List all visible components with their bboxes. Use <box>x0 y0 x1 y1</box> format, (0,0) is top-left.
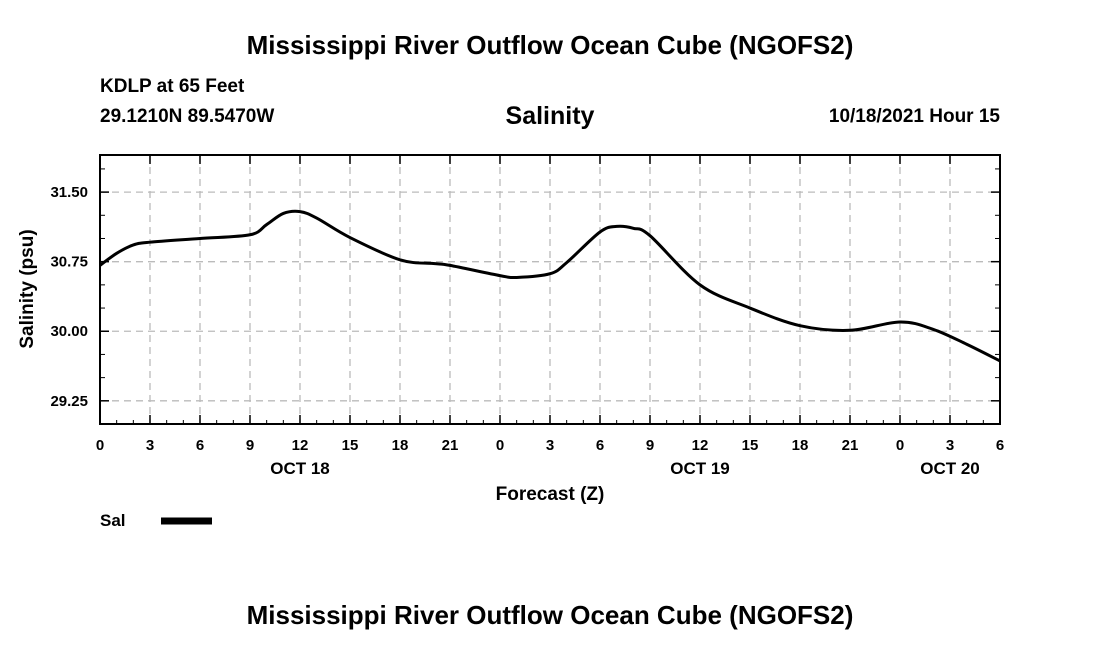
y-tick-label: 29.25 <box>50 393 88 410</box>
x-tick-label: 12 <box>292 437 309 454</box>
x-tick-label: 21 <box>842 437 859 454</box>
x-tick-label: 9 <box>246 437 254 454</box>
legend-label: Sal <box>100 511 126 530</box>
x-tick-label: 6 <box>196 437 204 454</box>
y-tick-label: 30.75 <box>50 254 88 271</box>
x-tick-label: 0 <box>896 437 904 454</box>
variable-title: Salinity <box>506 102 595 130</box>
x-tick-label: 0 <box>96 437 104 454</box>
forecast-datetime: 10/18/2021 Hour 15 <box>828 106 1000 127</box>
salinity-series-line <box>99 209 1001 363</box>
axes-layer: 0 3 6 9 12 15 18 21 0 3 6 9 12 15 18 21 0 3 6 OCT 18 OCT 19 O… <box>50 155 1004 478</box>
x-tick-label: 6 <box>996 437 1004 454</box>
x-tick-label: 6 <box>596 437 604 454</box>
x-tick-label: 15 <box>742 437 759 454</box>
station-label: KDLP at 65 Feet <box>100 76 245 97</box>
x-date-label: OCT 19 <box>670 459 730 478</box>
y-tick-label: 31.50 <box>50 184 88 201</box>
x-tick-label: 21 <box>442 437 459 454</box>
x-tick-label: 12 <box>692 437 709 454</box>
series-layer <box>99 209 1001 363</box>
x-tick-label: 3 <box>146 437 154 454</box>
y-tick-label: 30.00 <box>50 323 88 340</box>
x-axis-label: Forecast (Z) <box>496 484 605 505</box>
x-tick-label: 15 <box>342 437 359 454</box>
footer-title: Mississippi River Outflow Ocean Cube (NG… <box>246 600 854 630</box>
grid-lines <box>100 155 1000 424</box>
x-date-label: OCT 20 <box>920 459 980 478</box>
x-date-label: OCT 18 <box>270 459 330 478</box>
y-axis-label: Salinity (psu) <box>17 229 38 348</box>
station-coords: 29.1210N 89.5470W <box>100 106 275 127</box>
x-tick-label: 0 <box>496 437 504 454</box>
chart-title: Mississippi River Outflow Ocean Cube (NG… <box>246 30 854 60</box>
x-tick-label: 18 <box>792 437 809 454</box>
x-tick-label: 3 <box>946 437 954 454</box>
x-tick-label: 18 <box>392 437 409 454</box>
x-tick-label: 9 <box>646 437 654 454</box>
x-tick-label: 3 <box>546 437 554 454</box>
